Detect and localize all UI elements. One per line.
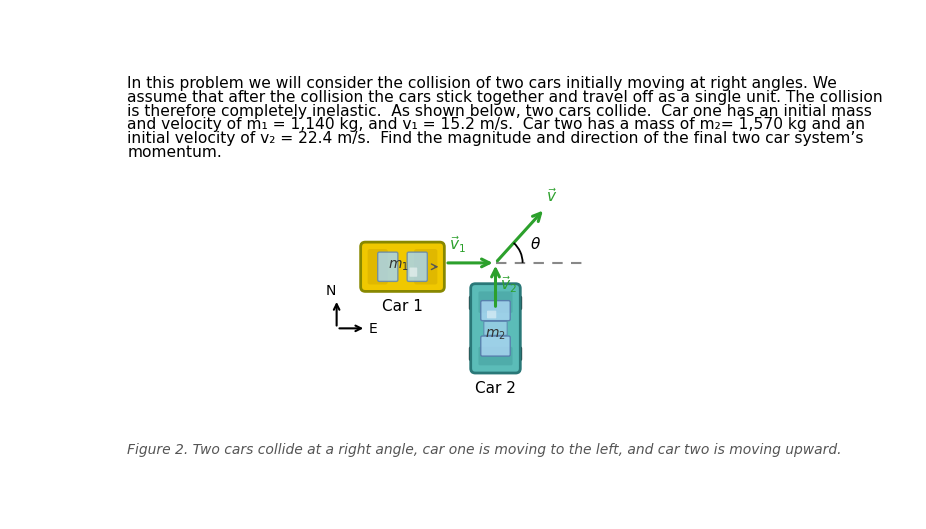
FancyBboxPatch shape	[487, 311, 496, 318]
Text: initial velocity of v₂ = 22.4 m/s.  Find the magnitude and direction of the fina: initial velocity of v₂ = 22.4 m/s. Find …	[128, 131, 864, 146]
FancyBboxPatch shape	[481, 300, 510, 321]
Text: and velocity of m₁ = 1,140 kg, and v₁ = 15.2 m/s.  Car two has a mass of m₂= 1,5: and velocity of m₁ = 1,140 kg, and v₁ = …	[128, 117, 866, 132]
Text: Car 2: Car 2	[475, 381, 516, 396]
Text: N: N	[326, 284, 336, 297]
Text: $m_2$: $m_2$	[485, 327, 506, 342]
Text: E: E	[369, 322, 377, 336]
Text: momentum.: momentum.	[128, 145, 222, 160]
Text: In this problem we will consider the collision of two cars initially moving at r: In this problem we will consider the col…	[128, 76, 837, 91]
FancyBboxPatch shape	[511, 347, 521, 360]
Text: Figure 2. Two cars collide at a right angle, car one is moving to the left, and : Figure 2. Two cars collide at a right an…	[128, 443, 842, 457]
FancyBboxPatch shape	[419, 281, 433, 291]
FancyBboxPatch shape	[409, 268, 418, 277]
Text: $\theta$: $\theta$	[530, 236, 541, 252]
FancyBboxPatch shape	[469, 296, 480, 309]
FancyBboxPatch shape	[479, 291, 513, 313]
FancyBboxPatch shape	[368, 249, 388, 285]
FancyBboxPatch shape	[372, 281, 385, 291]
Text: is therefore completely inelastic.  As shown below, two cars collide.  Car one h: is therefore completely inelastic. As sh…	[128, 104, 872, 118]
Text: Car 1: Car 1	[382, 299, 423, 314]
FancyBboxPatch shape	[469, 347, 480, 360]
FancyBboxPatch shape	[511, 296, 521, 309]
Text: $\vec{v}_1$: $\vec{v}_1$	[449, 234, 466, 255]
FancyBboxPatch shape	[481, 336, 510, 356]
Text: $\vec{v}_2$: $\vec{v}_2$	[500, 275, 517, 295]
FancyBboxPatch shape	[407, 252, 427, 281]
Text: assume that after the collision the cars stick together and travel off as a sing: assume that after the collision the cars…	[128, 89, 883, 105]
FancyBboxPatch shape	[360, 242, 444, 291]
Text: $m_1$: $m_1$	[388, 259, 409, 273]
FancyBboxPatch shape	[372, 242, 385, 252]
FancyBboxPatch shape	[419, 242, 433, 252]
Text: $\vec{v}$: $\vec{v}$	[546, 187, 557, 205]
FancyBboxPatch shape	[470, 284, 520, 373]
FancyBboxPatch shape	[414, 249, 437, 285]
FancyBboxPatch shape	[484, 322, 507, 335]
FancyBboxPatch shape	[479, 347, 513, 366]
FancyBboxPatch shape	[378, 252, 398, 281]
